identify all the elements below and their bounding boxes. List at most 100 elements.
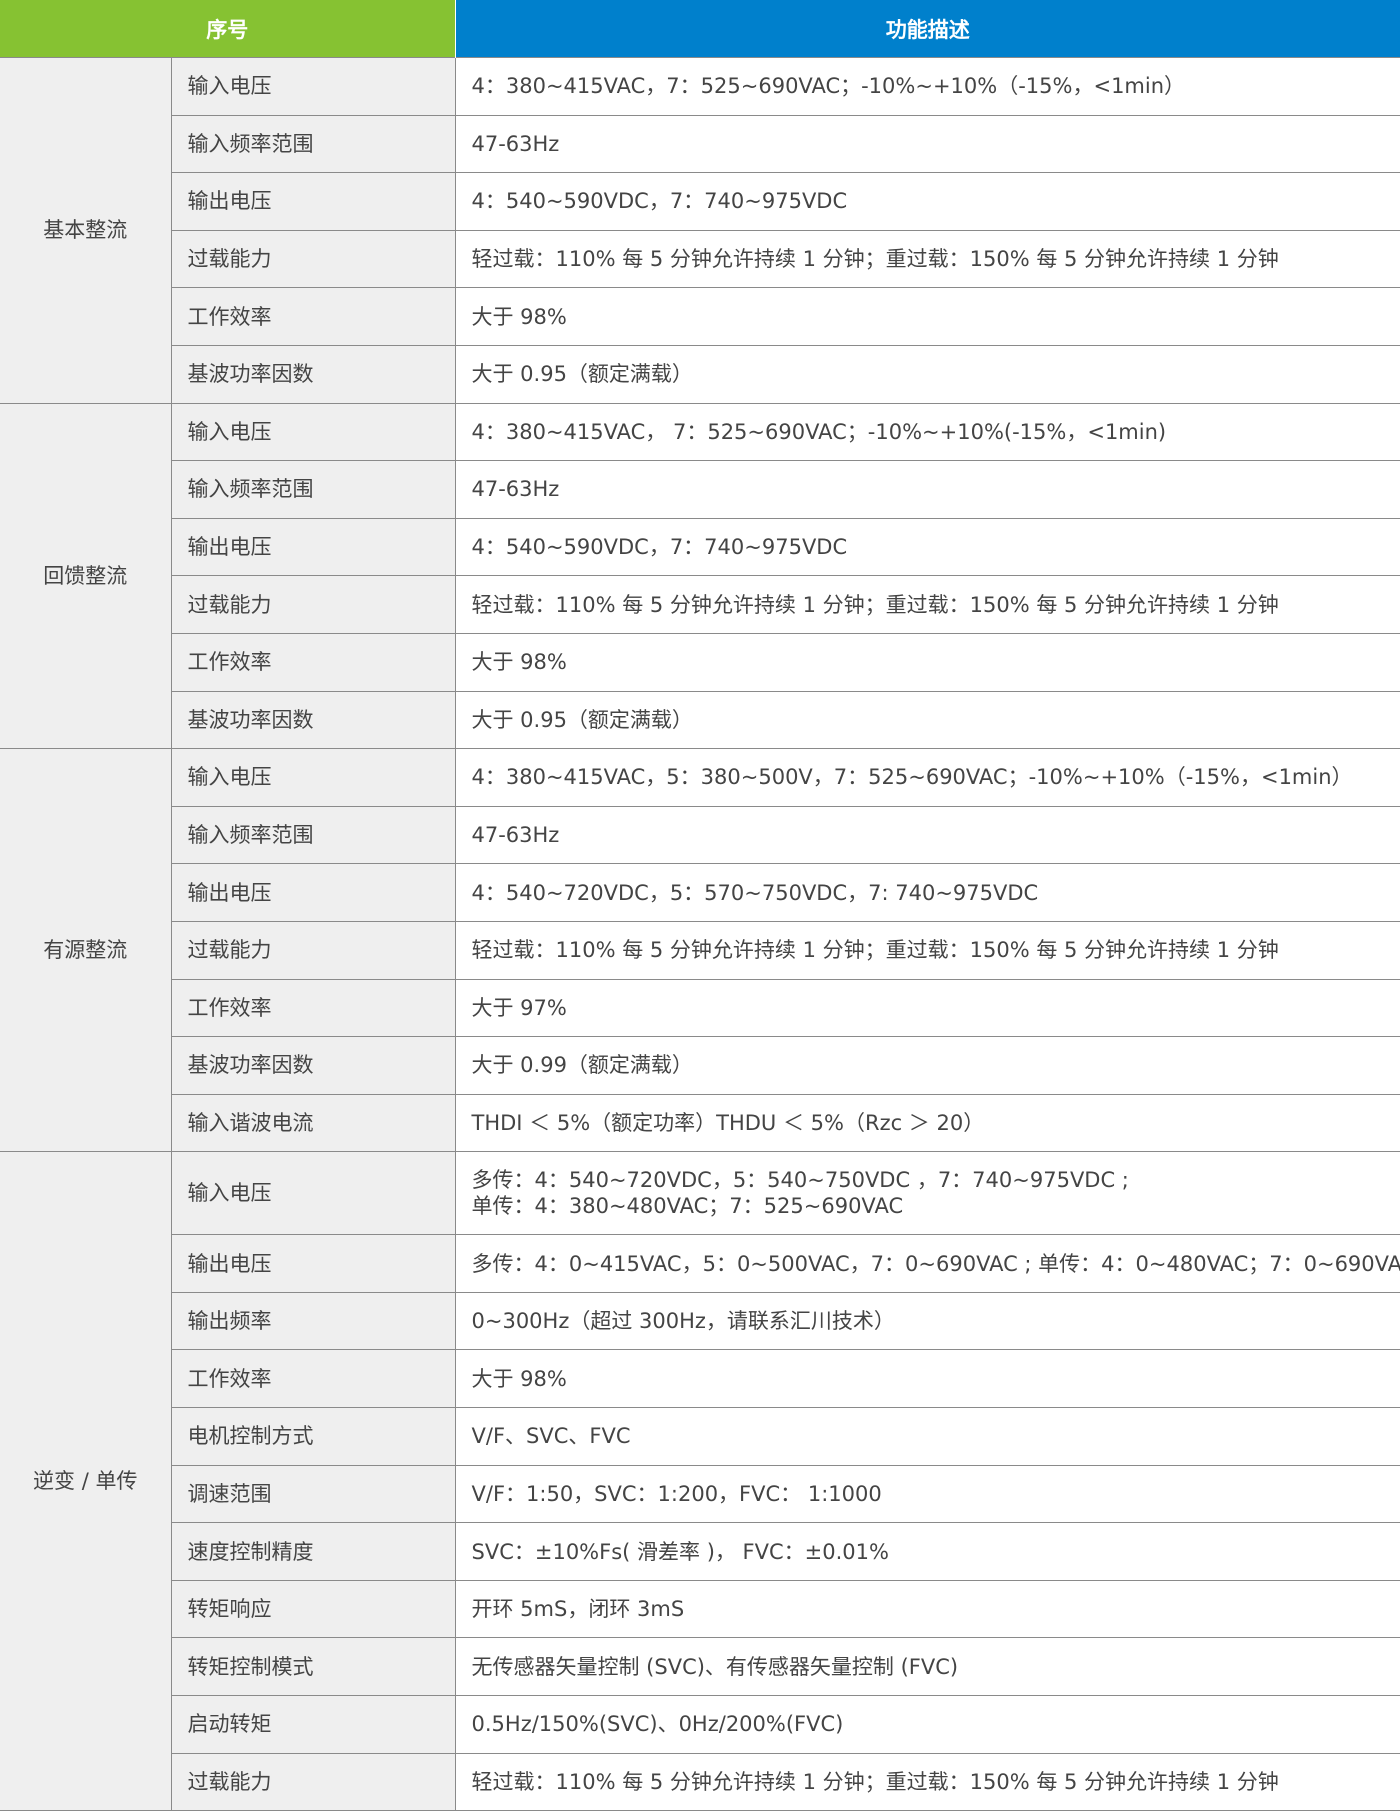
- description-line: THDI ＜ 5%（额定功率）THDU ＜ 5%（Rzc ＞ 20）: [471, 1110, 985, 1135]
- parameter-name: 转矩控制模式: [170, 1637, 456, 1697]
- parameter-name: 基波功率因数: [170, 1036, 456, 1095]
- parameter-description: V/F、SVC、FVC: [454, 1407, 1400, 1466]
- parameter-description: 0~300Hz（超过 300Hz，请联系汇川技术）: [454, 1291, 1400, 1351]
- parameter-name: 基波功率因数: [170, 690, 456, 750]
- parameter-description: 多传：4：0~415VAC，5：0~500VAC，7：0~690VAC ; 单传…: [454, 1234, 1400, 1293]
- parameter-description: 47-63Hz: [454, 805, 1400, 865]
- table-row: 输出电压 4：540~590VDC，7：740~975VDC: [0, 172, 1400, 231]
- table-row: 过载能力 轻过载：110% 每 5 分钟允许持续 1 分钟；重过载：150% 每 …: [0, 1752, 1400, 1812]
- parameter-name: 输出电压: [170, 172, 456, 231]
- description-line: 4：540~590VDC，7：740~975VDC: [471, 189, 848, 214]
- table-row: 输入频率范围 47-63Hz: [0, 805, 1400, 865]
- parameter-description: 4：540~590VDC，7：740~975VDC: [454, 172, 1400, 231]
- parameter-name: 工作效率: [170, 287, 456, 346]
- description-line: 多传：4：540~720VDC，5：540~750VDC ，7：740~975V…: [471, 1168, 1129, 1193]
- parameter-name: 过载能力: [170, 229, 456, 289]
- parameter-name: 过载能力: [170, 575, 456, 634]
- table-row: 调速范围 V/F：1:50，SVC：1:200，FVC： 1:1000: [0, 1464, 1400, 1524]
- table-row: 转矩响应 开环 5mS，闭环 3mS: [0, 1579, 1400, 1639]
- parameter-description: 4：540~590VDC，7：740~975VDC: [454, 517, 1400, 577]
- parameter-name: 转矩响应: [170, 1579, 456, 1639]
- table-row: 过载能力 轻过载：110% 每 5 分钟允许持续 1 分钟；重过载：150% 每 …: [0, 229, 1400, 289]
- section-name: 回馈整流: [0, 402, 172, 750]
- table-row: 基波功率因数 大于 0.95（额定满载）: [0, 344, 1400, 404]
- parameter-description: THDI ＜ 5%（额定功率）THDU ＜ 5%（Rzc ＞ 20）: [454, 1093, 1400, 1153]
- parameter-description: 开环 5mS，闭环 3mS: [454, 1579, 1400, 1639]
- table-row: 输出频率 0~300Hz（超过 300Hz，请联系汇川技术）: [0, 1291, 1400, 1351]
- parameter-name: 工作效率: [170, 1349, 456, 1409]
- description-line: 大于 0.95（额定满载）: [471, 362, 693, 387]
- table-row: 输出电压 4：540~720VDC，5：570~750VDC，7: 740~975…: [0, 863, 1400, 922]
- table-row: 基本整流 输入电压 4：380~415VAC，7：525~690VAC；-10%~+…: [0, 57, 1400, 404]
- parameter-name: 输入频率范围: [170, 805, 456, 865]
- description-line: 4：380~415VAC， 7：525~690VAC；-10%~+10%(-15…: [471, 419, 1167, 444]
- section-name: 有源整流: [0, 748, 172, 1153]
- description-line: 大于 97%: [471, 995, 567, 1020]
- table-row: 启动转矩 0.5Hz/150%(SVC)、0Hz/200%(FVC): [0, 1695, 1400, 1754]
- description-line: 4：540~720VDC，5：570~750VDC，7: 740~975VDC: [471, 880, 1039, 905]
- table-row: 过载能力 轻过载：110% 每 5 分钟允许持续 1 分钟；重过载：150% 每 …: [0, 920, 1400, 980]
- table-row: 输入频率范围 47-63Hz: [0, 460, 1400, 519]
- header-description: 功能描述: [455, 0, 1400, 58]
- spec-body: 基本整流 输入电压 4：380~415VAC，7：525~690VAC；-10%~+…: [0, 57, 1400, 1812]
- table-row: 基波功率因数 大于 0.99（额定满载）: [0, 1036, 1400, 1095]
- parameter-name: 电机控制方式: [170, 1407, 456, 1466]
- parameter-description: 无传感器矢量控制 (SVC)、有传感器矢量控制 (FVC): [454, 1637, 1400, 1697]
- parameter-name: 输出电压: [170, 863, 456, 922]
- parameter-description: 大于 97%: [454, 978, 1400, 1038]
- description-line: 大于 0.99（额定满载）: [471, 1053, 693, 1078]
- parameter-name: 工作效率: [170, 632, 456, 692]
- description-line: V/F：1:50，SVC：1:200，FVC： 1:1000: [471, 1481, 882, 1506]
- parameter-description: 轻过载：110% 每 5 分钟允许持续 1 分钟；重过载：150% 每 5 分钟…: [454, 575, 1400, 634]
- parameter-name: 输出频率: [170, 1291, 456, 1351]
- parameter-description: 大于 0.99（额定满载）: [454, 1036, 1400, 1095]
- description-line: 大于 98%: [471, 1366, 567, 1391]
- parameter-description: 大于 0.95（额定满载）: [454, 690, 1400, 750]
- table-row: 过载能力 轻过载：110% 每 5 分钟允许持续 1 分钟；重过载：150% 每 …: [0, 575, 1400, 634]
- description-line: 轻过载：110% 每 5 分钟允许持续 1 分钟；重过载：150% 每 5 分钟…: [471, 247, 1279, 272]
- parameter-name: 输入电压: [170, 402, 456, 462]
- description-line: 47-63Hz: [471, 131, 560, 156]
- table-row: 工作效率 大于 97%: [0, 978, 1400, 1038]
- table-row: 速度控制精度 SVC：±10%Fs( 滑差率 )， FVC：±0.01%: [0, 1522, 1400, 1581]
- description-line: SVC：±10%Fs( 滑差率 )， FVC：±0.01%: [471, 1539, 889, 1564]
- parameter-description: 轻过载：110% 每 5 分钟允许持续 1 分钟；重过载：150% 每 5 分钟…: [454, 920, 1400, 980]
- table-row: 回馈整流 输入电压 4：380~415VAC， 7：525~690VAC；-10%~…: [0, 402, 1400, 750]
- table-row: 基波功率因数 大于 0.95（额定满载）: [0, 690, 1400, 750]
- table-row: 工作效率 大于 98%: [0, 287, 1400, 346]
- table-row: 输入谐波电流 THDI ＜ 5%（额定功率）THDU ＜ 5%（Rzc ＞ 20）: [0, 1093, 1400, 1153]
- parameter-description: 4：540~720VDC，5：570~750VDC，7: 740~975VDC: [454, 863, 1400, 922]
- parameter-name: 输出电压: [170, 1234, 456, 1293]
- table-row: 输出电压 4：540~590VDC，7：740~975VDC: [0, 517, 1400, 577]
- parameter-description: 47-63Hz: [454, 114, 1400, 174]
- description-line: 大于 98%: [471, 304, 567, 329]
- header-row: 序号 功能描述: [0, 0, 1400, 58]
- table-row: 输出电压 多传：4：0~415VAC，5：0~500VAC，7：0~690VAC …: [0, 1234, 1400, 1293]
- description-line: 开环 5mS，闭环 3mS: [471, 1597, 685, 1622]
- parameter-name: 输入频率范围: [170, 460, 456, 519]
- description-line: 47-63Hz: [471, 477, 560, 502]
- parameter-description: V/F：1:50，SVC：1:200，FVC： 1:1000: [454, 1464, 1400, 1524]
- table-row: 转矩控制模式 无传感器矢量控制 (SVC)、有传感器矢量控制 (FVC): [0, 1637, 1400, 1697]
- table-row: 有源整流 输入电压 4：380~415VAC，5：380~500V，7：525~69…: [0, 748, 1400, 1153]
- parameter-name: 过载能力: [170, 1752, 456, 1812]
- description-line: 大于 0.95（额定满载）: [471, 707, 693, 732]
- parameter-description: SVC：±10%Fs( 滑差率 )， FVC：±0.01%: [454, 1522, 1400, 1581]
- description-line: 4：540~590VDC，7：740~975VDC: [471, 535, 848, 560]
- parameter-description: 0.5Hz/150%(SVC)、0Hz/200%(FVC): [454, 1695, 1400, 1754]
- parameter-description: 4：380~415VAC，7：525~690VAC；-10%~+10%（-15%…: [454, 57, 1400, 116]
- table-row: 工作效率 大于 98%: [0, 632, 1400, 692]
- description-line: 4：380~415VAC，7：525~690VAC；-10%~+10%（-15%…: [471, 74, 1186, 99]
- description-line: 0.5Hz/150%(SVC)、0Hz/200%(FVC): [471, 1712, 844, 1737]
- parameter-name: 基波功率因数: [170, 344, 456, 404]
- parameter-description: 大于 98%: [454, 1349, 1400, 1409]
- description-line: 47-63Hz: [471, 823, 560, 848]
- parameter-name: 输入电压: [170, 1151, 456, 1236]
- section-name: 基本整流: [0, 57, 172, 404]
- description-line: 大于 98%: [471, 650, 567, 675]
- header-index: 序号: [0, 0, 456, 58]
- parameter-description: 大于 0.95（额定满载）: [454, 344, 1400, 404]
- table-row: 逆变 / 单传 输入电压 多传：4：540~720VDC，5：540~750VDC …: [0, 1151, 1400, 1812]
- parameter-name: 输入频率范围: [170, 114, 456, 174]
